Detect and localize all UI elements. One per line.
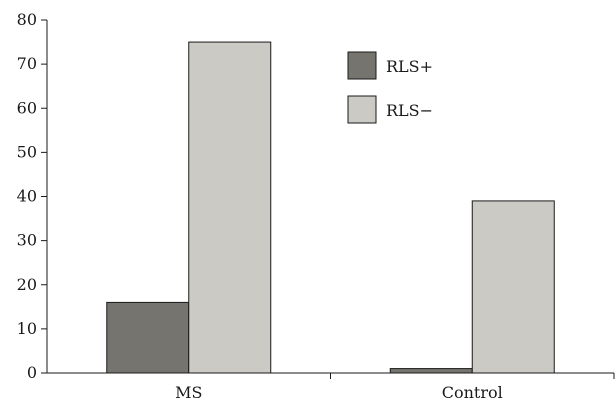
y-tick-label: 0 (27, 363, 37, 382)
legend: RLS+ RLS− (347, 51, 433, 124)
y-tick-label: 30 (17, 231, 37, 250)
bar-rls-minus-control (471, 200, 555, 374)
legend-swatch (347, 95, 377, 124)
y-tick-label: 40 (17, 187, 37, 206)
legend-label: RLS+ (386, 57, 433, 76)
bars (106, 41, 555, 374)
y-tick-label: 20 (17, 275, 37, 294)
y-tick-label: 50 (17, 142, 37, 161)
bar-rls-plus-control (389, 368, 473, 374)
y-axis-ticks: 0 10 20 30 40 50 60 70 80 (17, 10, 47, 382)
legend-swatch (347, 51, 377, 80)
x-tick-label: Control (442, 383, 503, 402)
bar-rls-minus-ms (188, 41, 272, 374)
y-tick-label: 70 (17, 54, 37, 73)
y-tick-label: 80 (17, 10, 37, 29)
legend-label: RLS− (386, 101, 433, 120)
bar-rls-plus-ms (106, 301, 190, 374)
y-tick-label: 60 (17, 98, 37, 117)
x-axis-labels: MS Control (175, 373, 615, 402)
x-tick-label: MS (175, 383, 202, 402)
y-tick-label: 10 (17, 319, 37, 338)
